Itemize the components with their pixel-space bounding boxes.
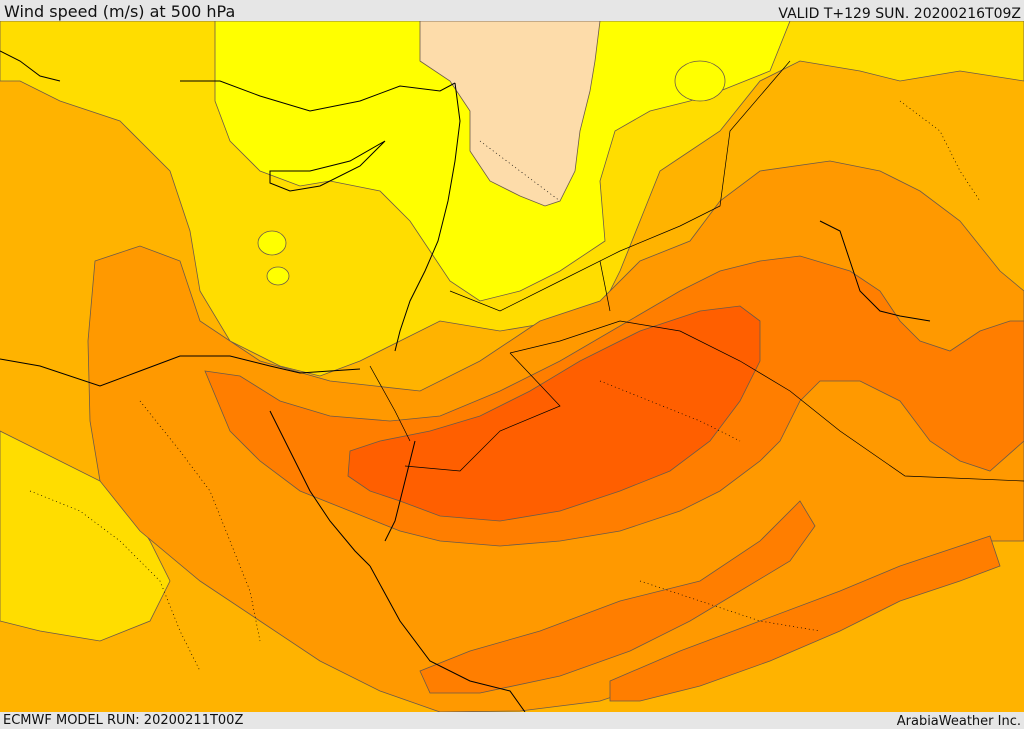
band-lightest bbox=[419, 21, 601, 207]
band-yellow-spot bbox=[674, 60, 726, 102]
valid-time-label: VALID T+129 SUN. 20200216T09Z bbox=[778, 6, 1021, 22]
band-gold-west bbox=[0, 430, 171, 642]
footer-bar: ECMWF MODEL RUN: 20200211T00Z ArabiaWeat… bbox=[0, 712, 1024, 729]
band-dark-orange-southeast bbox=[609, 535, 1001, 702]
province-borders bbox=[29, 100, 981, 672]
credit-label: ArabiaWeather Inc. bbox=[896, 714, 1021, 729]
country-borders bbox=[369, 60, 1024, 482]
map-title: Wind speed (m/s) at 500 hPa bbox=[4, 2, 236, 21]
band-yellow-spot bbox=[266, 266, 290, 286]
model-run-label: ECMWF MODEL RUN: 20200211T00Z bbox=[3, 713, 244, 728]
coastlines bbox=[0, 50, 931, 712]
band-dark-orange-south bbox=[419, 500, 816, 694]
header-bar: Wind speed (m/s) at 500 hPa VALID T+129 … bbox=[0, 0, 1024, 22]
weather-map[interactable] bbox=[0, 21, 1024, 712]
band-yellow-spot bbox=[257, 230, 287, 256]
wind-speed-map-svg bbox=[0, 21, 1024, 712]
band-red-orange bbox=[347, 305, 761, 522]
